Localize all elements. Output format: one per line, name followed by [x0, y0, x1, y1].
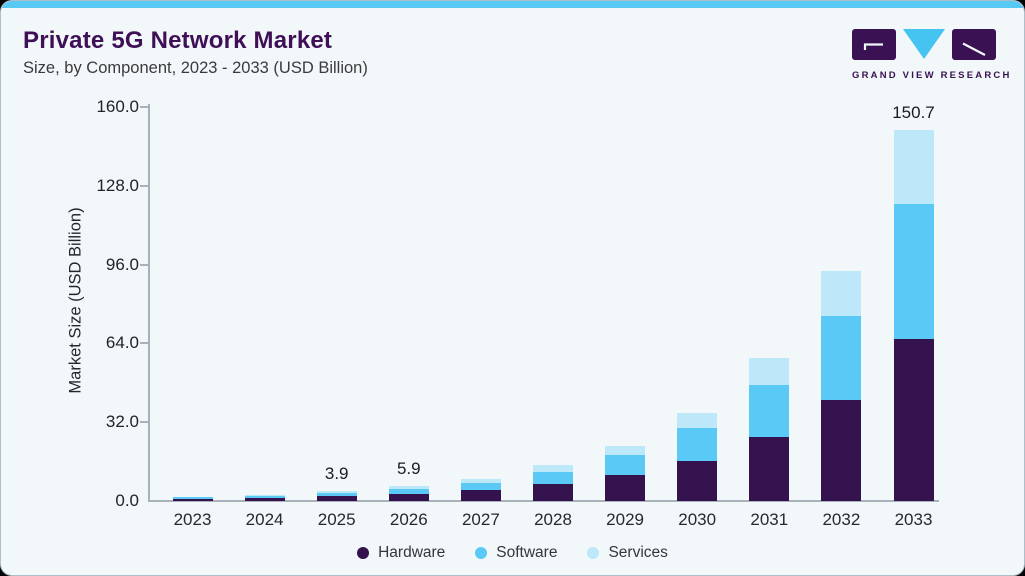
- bar-2029-hardware: [605, 475, 646, 501]
- bar-2026-software: [388, 489, 429, 494]
- bar-2033-software: [893, 204, 934, 339]
- bar-2024-software: [244, 496, 285, 498]
- bar-2026-services: [388, 486, 429, 489]
- bar-2032-software: [821, 316, 862, 400]
- bar-2026-hardware: [388, 494, 429, 501]
- y-tick-label: 64.0: [105, 333, 139, 353]
- legend-item-hardware: Hardware: [357, 544, 445, 562]
- gvr-logo: GRAND VIEW RESEARCH: [852, 29, 1012, 81]
- value-label-2033: 150.7: [892, 102, 935, 122]
- bar-2028-hardware: [533, 484, 573, 501]
- bar-2030-services: [677, 413, 718, 428]
- x-tick-label-2033: 2033: [894, 510, 933, 529]
- bar-2032-services: [821, 271, 862, 316]
- legend-dot-services: [587, 547, 600, 559]
- bar-2028-software: [533, 472, 573, 484]
- bar-2024-services: [244, 495, 285, 496]
- gvr-logo-icon: [852, 29, 996, 60]
- x-axis-line: [148, 500, 939, 502]
- y-tick-mark: [140, 106, 149, 108]
- y-tick-mark: [140, 421, 149, 424]
- bar-2030-software: [677, 428, 718, 461]
- legend-item-software: Software: [475, 544, 557, 562]
- x-tick-label-2029: 2029: [606, 510, 644, 529]
- bar-2029-services: [605, 446, 646, 455]
- bar-2028-services: [533, 465, 573, 472]
- legend-dot-software: [475, 547, 488, 559]
- y-axis-line: [148, 104, 150, 502]
- legend-label: Hardware: [378, 544, 446, 561]
- y-tick-label: 128.0: [96, 175, 139, 195]
- bar-2025-hardware: [316, 496, 357, 501]
- x-tick-label-2028: 2028: [534, 510, 572, 529]
- y-tick-label: 160.0: [96, 97, 139, 116]
- legend-dot-hardware: [357, 547, 370, 559]
- x-tick-label-2023: 2023: [173, 510, 212, 529]
- y-axis-title: Market Size (USD Billion): [66, 207, 85, 394]
- value-label-2025: 3.9: [324, 464, 349, 484]
- bar-2029-software: [605, 455, 646, 475]
- page-subtitle: Size, by Component, 2023 - 2033 (USD Bil…: [23, 59, 368, 77]
- bar-2027-hardware: [460, 490, 501, 501]
- y-tick-label: 0.0: [115, 491, 139, 510]
- bar-2031-software: [749, 385, 790, 437]
- legend-label: Services: [608, 544, 668, 561]
- bar-2030-hardware: [677, 461, 718, 501]
- legend-label: Software: [496, 544, 558, 561]
- top-accent-bar: [1, 1, 1024, 8]
- x-tick-label-2031: 2031: [750, 510, 789, 529]
- bar-2025-software: [316, 493, 357, 496]
- page-title: Private 5G Network Market: [23, 27, 333, 54]
- x-tick-label-2025: 2025: [317, 510, 356, 529]
- x-tick-label-2032: 2032: [822, 510, 861, 529]
- bar-2023-software: [172, 497, 213, 499]
- x-tick-label-2027: 2027: [461, 510, 500, 529]
- y-tick-label: 96.0: [105, 254, 139, 274]
- bar-2033-hardware: [893, 339, 934, 501]
- bar-2025-services: [316, 491, 357, 493]
- y-tick-mark: [140, 184, 149, 187]
- bar-2024-hardware: [244, 498, 285, 501]
- x-tick-label-2030: 2030: [678, 510, 717, 529]
- bar-2027-software: [460, 483, 501, 490]
- legend: Hardware Software Services: [1, 538, 1024, 568]
- y-tick-label: 32.0: [105, 412, 139, 432]
- bar-2033-services: [893, 130, 934, 204]
- x-tick-label-2026: 2026: [389, 510, 428, 529]
- y-tick-mark: [140, 342, 149, 345]
- bar-2031-hardware: [749, 437, 790, 501]
- legend-item-services: Services: [587, 544, 668, 562]
- bar-2027-services: [460, 479, 501, 483]
- y-tick-mark: [140, 263, 149, 266]
- bar-2023-hardware: [172, 499, 213, 501]
- value-label-2026: 5.9: [396, 459, 421, 479]
- x-tick-label-2024: 2024: [245, 510, 284, 529]
- bar-2031-services: [749, 358, 790, 385]
- bar-2032-hardware: [821, 400, 862, 501]
- gvr-logo-text: GRAND VIEW RESEARCH: [852, 70, 1012, 81]
